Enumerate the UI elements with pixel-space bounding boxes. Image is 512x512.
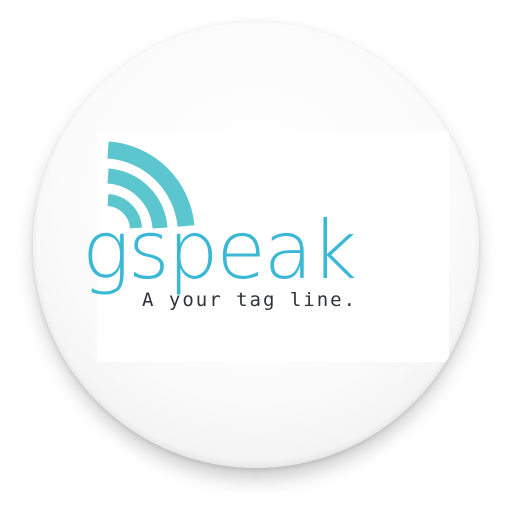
signal-arc-inner — [107, 194, 142, 229]
brand-wordmark: gspeak — [82, 204, 357, 297]
signal-arc-outer — [107, 141, 195, 228]
brand-tagline: A your tag line. — [142, 289, 358, 311]
signal-arc-middle — [107, 168, 168, 229]
